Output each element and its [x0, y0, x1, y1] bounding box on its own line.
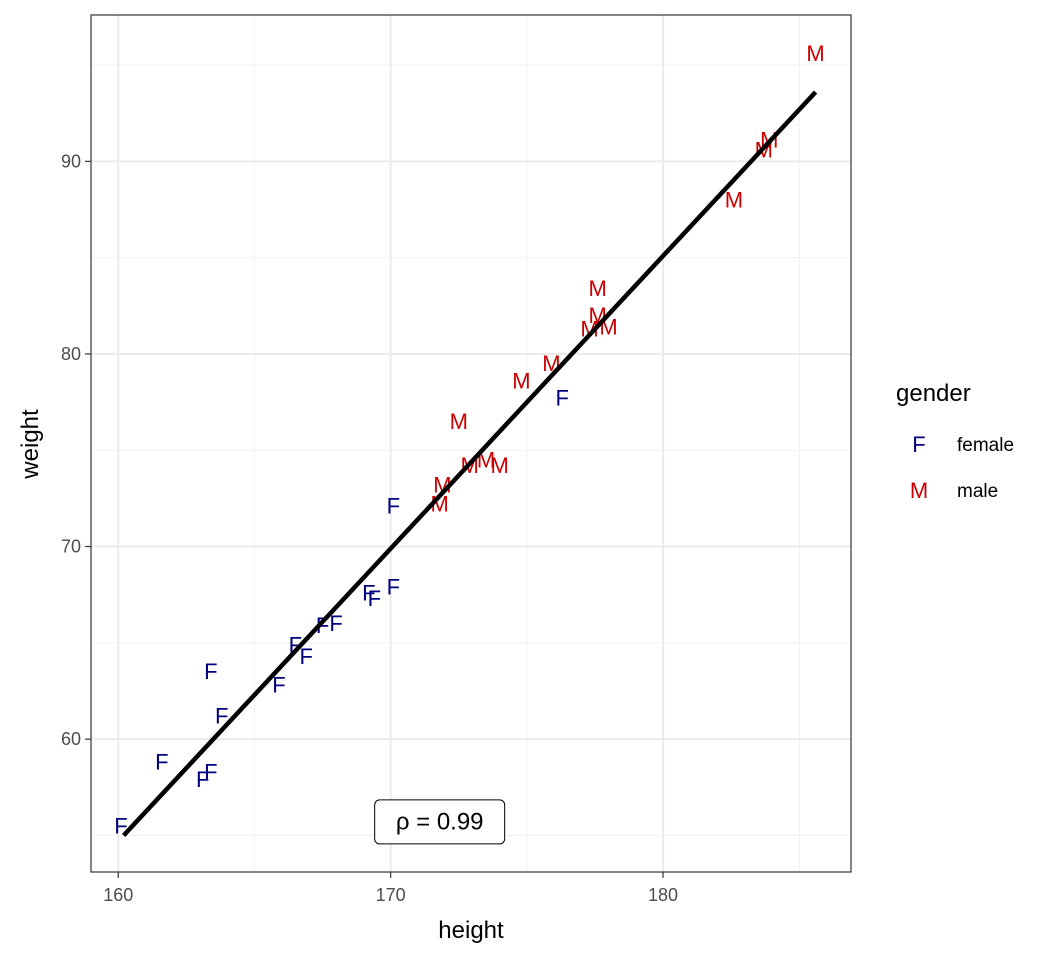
panel-background — [91, 15, 851, 872]
point-male: M — [490, 453, 508, 478]
point-male: M — [589, 276, 607, 301]
point-female: F — [272, 673, 285, 698]
point-male: M — [806, 41, 824, 66]
x-axis: 160 170 180 — [103, 872, 678, 905]
grid-minor — [91, 15, 851, 872]
point-female: F — [155, 750, 168, 775]
legend-glyph-female: F — [912, 432, 925, 457]
x-axis-title: height — [438, 917, 504, 944]
y-axis-title: weight — [17, 409, 44, 480]
point-male: M — [450, 409, 468, 434]
point-male: M — [580, 316, 598, 341]
regression-line — [122, 90, 818, 837]
y-axis: 60 70 80 90 — [61, 151, 91, 749]
y-tick-label: 60 — [61, 729, 81, 749]
y-tick-label: 80 — [61, 344, 81, 364]
point-male: M — [512, 368, 530, 393]
annotation-box — [374, 799, 506, 845]
grid-major — [91, 15, 851, 872]
annotation-text: ρ = 0.99 — [396, 808, 484, 835]
point-female: F — [329, 611, 342, 636]
x-tick-label: 160 — [103, 885, 133, 905]
y-tick-label: 70 — [61, 537, 81, 557]
y-tick-label: 90 — [61, 151, 81, 171]
legend-item-male: M male — [910, 478, 998, 503]
point-female: F — [368, 586, 381, 611]
point-female: F — [204, 759, 217, 784]
point-female: F — [196, 767, 209, 792]
legend: gender F female M male — [896, 380, 1014, 503]
point-female: F — [387, 494, 400, 519]
point-female: F — [556, 386, 569, 411]
point-male: M — [725, 187, 743, 212]
point-female: F — [204, 659, 217, 684]
legend-label-male: male — [957, 481, 998, 502]
point-female: F — [289, 632, 302, 657]
point-female: F — [362, 580, 375, 605]
x-tick-label: 180 — [648, 885, 678, 905]
correlation-annotation: ρ = 0.99 — [374, 799, 506, 845]
legend-title: gender — [896, 380, 971, 407]
point-female: F — [387, 574, 400, 599]
plot-area: FFFFFFFFFFFFFFFFMMMMMMMMMMMMMMMM ρ = 0.9… — [90, 14, 852, 873]
point-female: F — [215, 704, 228, 729]
point-female: F — [299, 644, 312, 669]
x-tick-label: 170 — [376, 885, 406, 905]
legend-item-female: F female — [912, 432, 1014, 457]
legend-glyph-male: M — [910, 478, 928, 503]
panel-border — [90, 14, 852, 873]
legend-label-female: female — [957, 435, 1014, 456]
